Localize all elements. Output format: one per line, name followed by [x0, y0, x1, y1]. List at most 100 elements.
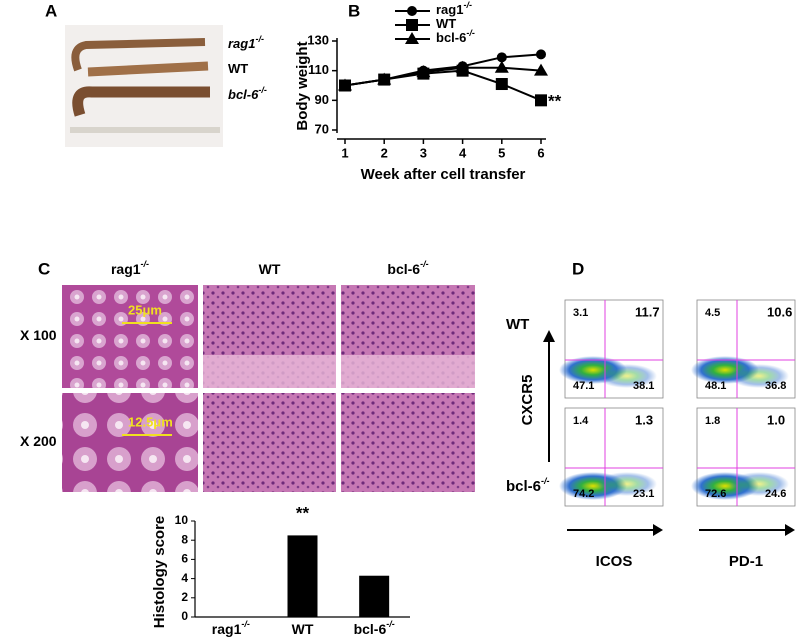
- point: [496, 52, 507, 63]
- quadrant-value: 36.8: [765, 380, 786, 392]
- strain-label-sup: -/-: [255, 34, 264, 44]
- panel-label: C: [38, 259, 50, 278]
- column-label-base: bcl-6: [387, 261, 420, 277]
- panel-label: B: [348, 1, 360, 20]
- row-label: X 200: [20, 433, 57, 449]
- histology-image: [341, 393, 475, 492]
- row-label-base: bcl-6: [506, 478, 541, 495]
- y-tick-label: 70: [315, 121, 329, 136]
- panel-label: D: [572, 259, 584, 278]
- x-tick-label: bcl-6-/-: [354, 619, 395, 636]
- row-label-sup: -/-: [541, 476, 550, 486]
- quadrant-value: 1.4: [573, 415, 589, 427]
- y-axis-label: Body weight: [294, 41, 311, 130]
- cell-cloud: [729, 364, 789, 388]
- strain-label-base: bcl-6: [228, 87, 259, 102]
- quadrant-value: 11.7: [635, 304, 660, 319]
- x-tick-label: 5: [498, 145, 505, 160]
- legend-label-base: rag1: [436, 2, 463, 17]
- x-axis-label: Week after cell transfer: [361, 166, 526, 183]
- column-label: rag1-/-: [111, 259, 149, 276]
- histology-image: [62, 285, 198, 388]
- x-tick-label: rag1-/-: [212, 619, 250, 636]
- legend-label-base: bcl-6: [436, 30, 466, 45]
- arrowhead: [785, 524, 795, 536]
- strain-label-base: rag1: [228, 36, 255, 51]
- y-tick-label: 90: [315, 92, 329, 107]
- quadrant-value: 74.2: [573, 488, 594, 500]
- point: [416, 65, 431, 78]
- x-tick-label: WT: [292, 621, 314, 637]
- histology-image: [62, 393, 198, 492]
- strain-label: bcl-6-/-: [228, 85, 267, 102]
- legend-label-sup: -/-: [466, 28, 475, 38]
- x-tick-label-base: WT: [292, 621, 314, 637]
- y-axis-label: Histology score: [151, 516, 168, 629]
- legend-marker: [406, 19, 418, 31]
- arrowhead: [543, 330, 555, 342]
- y-tick-label: 8: [181, 532, 188, 546]
- x-axis-label: ICOS: [596, 553, 633, 570]
- quadrant-value: 1.3: [635, 412, 653, 427]
- quadrant-value: 23.1: [633, 488, 654, 500]
- quadrant-value: 4.5: [705, 307, 720, 319]
- x-tick-label: 4: [459, 145, 467, 160]
- x-tick-label: 1: [341, 145, 348, 160]
- quadrant-value: 10.6: [767, 304, 792, 319]
- legend-label: rag1-/-: [436, 0, 472, 17]
- point: [534, 63, 548, 76]
- y-tick-label: 0: [181, 609, 188, 623]
- quadrant-value: 3.1: [573, 307, 588, 319]
- quadrant-value: 1.0: [767, 412, 785, 427]
- panel-label: A: [45, 1, 57, 20]
- strain-label: WT: [228, 61, 248, 76]
- y-tick-label: 2: [181, 590, 188, 604]
- point: [535, 94, 547, 107]
- bar: [287, 535, 318, 617]
- strain-label-sup: -/-: [258, 85, 267, 95]
- quadrant-value: 24.6: [765, 488, 786, 500]
- x-axis-label: PD-1: [729, 553, 763, 570]
- x-tick-label: 2: [381, 145, 388, 160]
- column-label: bcl-6-/-: [387, 259, 428, 276]
- point: [377, 72, 392, 85]
- histology-image: [203, 393, 336, 492]
- legend-label-sup: -/-: [463, 0, 472, 10]
- strain-label: rag1-/-: [228, 34, 264, 51]
- y-tick-label: 130: [307, 32, 329, 47]
- column-label-base: WT: [259, 261, 281, 277]
- series-line: [344, 66, 542, 87]
- quadrant-value: 47.1: [573, 380, 594, 392]
- row-label: X 100: [20, 327, 57, 343]
- column-label-base: rag1: [111, 261, 141, 277]
- legend-label-base: WT: [436, 16, 456, 31]
- legend-label: bcl-6-/-: [436, 28, 475, 45]
- cell-cloud: [597, 364, 657, 388]
- row-label: bcl-6-/-: [506, 476, 550, 495]
- quadrant-value: 38.1: [633, 380, 654, 392]
- y-tick-label: 4: [181, 571, 188, 585]
- cell-cloud: [729, 472, 789, 496]
- legend-label: WT: [436, 16, 456, 31]
- point: [495, 78, 508, 91]
- annotation: **: [296, 503, 310, 522]
- y-axis-label: CXCR5: [519, 375, 536, 426]
- submucosa: [341, 355, 475, 388]
- arrowhead: [653, 524, 663, 536]
- quadrant-value: 1.8: [705, 415, 720, 427]
- scale-bar-label: 12.5μm: [128, 414, 173, 429]
- x-tick-label-base: bcl-6: [354, 621, 387, 637]
- y-tick-label: 10: [175, 513, 189, 527]
- bar: [359, 575, 390, 617]
- column-label-sup: -/-: [141, 259, 150, 269]
- colon-photo: [65, 25, 223, 147]
- y-tick-label: 6: [181, 552, 188, 566]
- point: [455, 60, 470, 73]
- row-label-base: WT: [506, 316, 529, 333]
- x-tick-label-sup: -/-: [241, 619, 250, 629]
- y-tick-label: 110: [308, 62, 329, 77]
- column-label-sup: -/-: [420, 259, 429, 269]
- scale-bar-label: 25μm: [128, 302, 162, 317]
- x-tick-label-base: rag1: [212, 621, 242, 637]
